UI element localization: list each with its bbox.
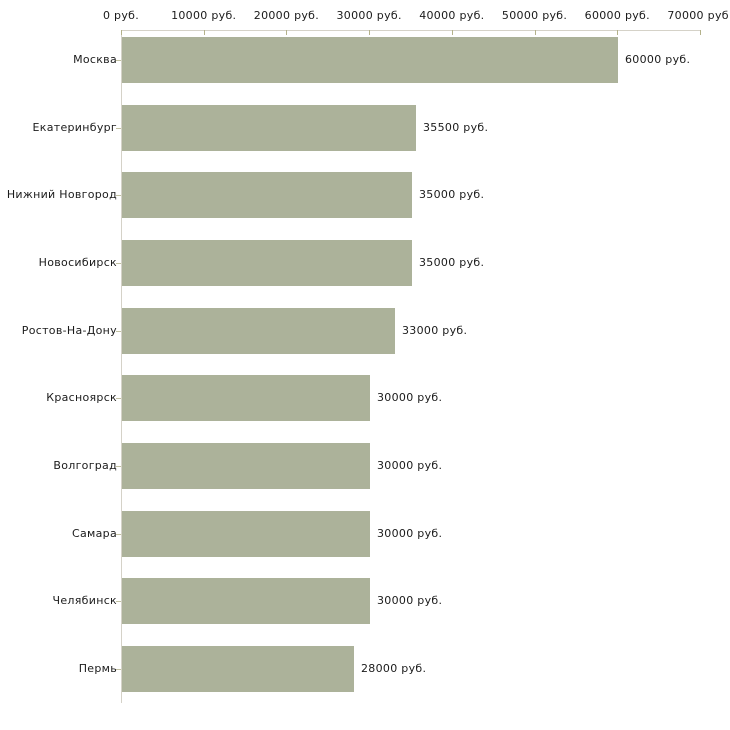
category-label: Самара bbox=[72, 527, 117, 540]
bar bbox=[122, 105, 416, 151]
x-axis-tick bbox=[203, 30, 205, 35]
category-label: Челябинск bbox=[52, 594, 117, 607]
value-label: 30000 руб. bbox=[377, 594, 443, 607]
value-label: 60000 руб. bbox=[625, 53, 691, 66]
bar bbox=[122, 443, 370, 489]
x-axis-tick bbox=[534, 30, 536, 35]
category-label: Москва bbox=[73, 53, 117, 66]
category-label: Ростов-На-Дону bbox=[21, 324, 117, 337]
y-axis-tick bbox=[116, 534, 121, 535]
bar bbox=[122, 37, 618, 83]
category-label: Красноярск bbox=[46, 391, 117, 404]
bar bbox=[122, 308, 395, 354]
bar bbox=[122, 240, 412, 286]
category-label: Волгоград bbox=[53, 459, 117, 472]
y-axis-tick bbox=[116, 195, 121, 196]
value-label: 35000 руб. bbox=[419, 256, 485, 269]
value-label: 33000 руб. bbox=[402, 324, 468, 337]
x-axis-tick bbox=[700, 30, 701, 35]
x-axis-tick-label: 50000 руб. bbox=[501, 9, 568, 22]
x-axis-tick bbox=[369, 30, 371, 35]
y-axis-tick bbox=[116, 669, 121, 670]
plot-area bbox=[121, 30, 700, 703]
bar bbox=[122, 511, 370, 557]
category-label: Екатеринбург bbox=[32, 121, 117, 134]
bar bbox=[122, 578, 370, 624]
y-axis-tick bbox=[116, 60, 121, 61]
y-axis-tick bbox=[116, 398, 121, 399]
x-axis-tick bbox=[451, 30, 453, 35]
y-axis-tick bbox=[116, 466, 121, 467]
x-axis-tick-label: 70000 руб. bbox=[667, 9, 730, 22]
y-axis-tick bbox=[116, 263, 121, 264]
x-axis-tick-label: 60000 руб. bbox=[584, 9, 650, 22]
x-axis-tick-label: 40000 руб. bbox=[419, 9, 485, 22]
value-label: 35500 руб. bbox=[423, 121, 489, 134]
bar bbox=[122, 375, 370, 421]
x-axis-tick-label: 30000 руб. bbox=[336, 9, 402, 22]
bar bbox=[122, 646, 354, 692]
category-label: Пермь bbox=[78, 662, 117, 675]
bar bbox=[122, 172, 412, 218]
value-label: 30000 руб. bbox=[377, 459, 443, 472]
value-label: 30000 руб. bbox=[377, 527, 443, 540]
value-label: 30000 руб. bbox=[377, 391, 443, 404]
x-axis-tick-label: 0 руб. bbox=[102, 9, 140, 22]
y-axis-tick bbox=[116, 128, 121, 129]
x-axis-tick bbox=[286, 30, 288, 35]
category-label: Новосибирск bbox=[38, 256, 117, 269]
value-label: 35000 руб. bbox=[419, 188, 485, 201]
value-label: 28000 руб. bbox=[361, 662, 427, 675]
y-axis-tick bbox=[116, 601, 121, 602]
x-axis-tick-label: 10000 руб. bbox=[171, 9, 237, 22]
x-axis-tick-label: 20000 руб. bbox=[253, 9, 320, 22]
category-label: Нижний Новгород bbox=[6, 188, 117, 201]
x-axis-tick bbox=[121, 30, 122, 35]
x-axis-tick bbox=[617, 30, 619, 35]
y-axis-tick bbox=[116, 331, 121, 332]
